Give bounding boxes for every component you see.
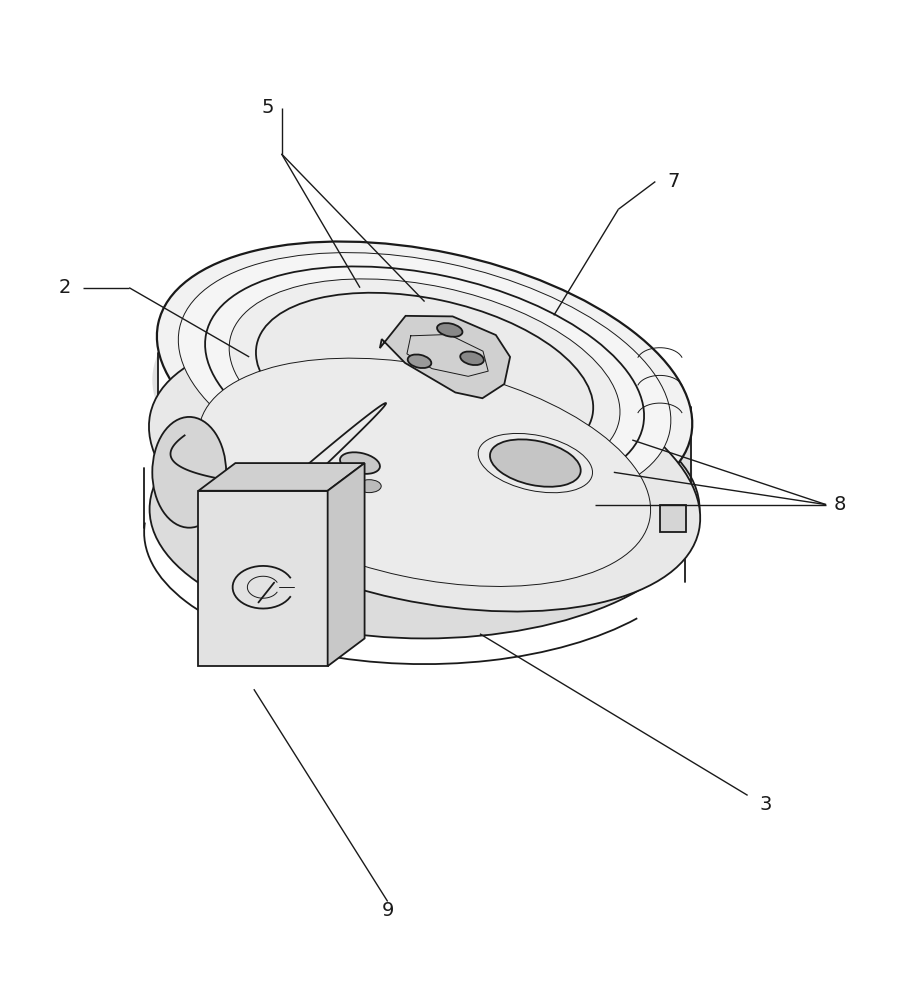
Ellipse shape: [490, 439, 581, 487]
Ellipse shape: [178, 253, 671, 507]
Polygon shape: [150, 353, 693, 638]
Text: 3: 3: [760, 795, 773, 814]
Ellipse shape: [149, 333, 701, 612]
Polygon shape: [198, 491, 328, 666]
Ellipse shape: [408, 354, 431, 368]
Ellipse shape: [340, 452, 380, 474]
Polygon shape: [660, 505, 686, 532]
Polygon shape: [380, 316, 510, 398]
Ellipse shape: [229, 279, 620, 481]
Ellipse shape: [152, 417, 226, 528]
Ellipse shape: [438, 323, 462, 337]
Text: 5: 5: [261, 98, 274, 117]
Ellipse shape: [205, 266, 644, 494]
Text: 7: 7: [667, 172, 680, 191]
Ellipse shape: [461, 351, 484, 365]
Ellipse shape: [339, 475, 363, 488]
Ellipse shape: [150, 380, 700, 638]
Ellipse shape: [157, 242, 692, 519]
Ellipse shape: [357, 480, 381, 493]
Text: 9: 9: [381, 901, 394, 920]
Ellipse shape: [318, 465, 346, 480]
Text: 8: 8: [833, 495, 846, 514]
Polygon shape: [328, 463, 365, 666]
Ellipse shape: [198, 358, 651, 586]
Ellipse shape: [256, 293, 593, 467]
Text: 2: 2: [58, 278, 71, 297]
Polygon shape: [198, 463, 365, 491]
